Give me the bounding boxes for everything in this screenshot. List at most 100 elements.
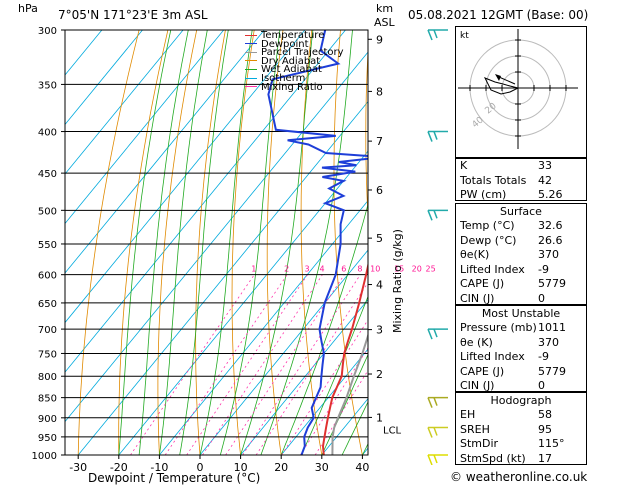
- hodo-trace: [483, 77, 519, 95]
- parcel-trajectory-line: [331, 332, 368, 455]
- temp-tick-label: 10: [234, 461, 248, 474]
- copyright-footer: © weatheronline.co.uk: [450, 470, 588, 484]
- row-value: 370: [538, 335, 559, 349]
- table-row: CAPE (J) 5779: [456, 365, 586, 380]
- hpa-label: hPa: [18, 2, 38, 15]
- km-tick-label: 7: [376, 135, 383, 148]
- table-row: PW (cm) 5.26: [456, 188, 586, 203]
- legend-swatch: [245, 77, 257, 79]
- mixing-ratio-label: 15: [394, 265, 404, 274]
- table-row: Pressure (mb) 1011: [456, 321, 586, 336]
- km-tick-label: 9: [376, 33, 383, 46]
- pressure-tick-label: 800: [38, 372, 57, 383]
- table-row: K 33: [456, 159, 586, 174]
- pressure-tick-label: 650: [38, 299, 57, 310]
- legend-swatch: [245, 51, 257, 53]
- table-row: θe (K) 370: [456, 336, 586, 351]
- legend-swatch: [245, 60, 257, 62]
- pressure-tick-label: 500: [38, 206, 57, 217]
- row-label: Temp (°C): [460, 219, 515, 232]
- row-value: 0: [538, 379, 545, 392]
- y-axis-right-label: Mixing Ratio (g/kg): [391, 229, 404, 333]
- row-label: Totals Totals: [460, 173, 527, 187]
- wind-barb: [427, 209, 448, 221]
- temp-tick-label: 30: [315, 461, 329, 474]
- legend-item: Dewpoint: [245, 39, 309, 49]
- mixing-ratio-label: 8: [357, 265, 362, 274]
- pressure-tick-label: 450: [38, 169, 57, 180]
- row-value: 58: [538, 408, 552, 421]
- pressure-tick-label: 400: [38, 128, 57, 139]
- table-row: Dewp (°C) 26.6: [456, 234, 586, 249]
- table-row: Lifted Index -9: [456, 350, 586, 365]
- row-label: K: [460, 159, 468, 172]
- temp-tick-label: 20: [274, 461, 288, 474]
- mixing-ratio-label: 4: [319, 265, 324, 274]
- table-row: StmSpd (kt) 17: [456, 452, 586, 467]
- pressure-tick-label: 300: [38, 26, 57, 37]
- temp-tick-label: -20: [110, 461, 128, 474]
- isotherm-line: [65, 30, 143, 126]
- legend-label: Mixing Ratio: [261, 81, 323, 93]
- row-label: StmSpd (kt): [460, 451, 526, 465]
- plot-frame: [64, 29, 369, 456]
- row-label: SREH: [460, 422, 490, 436]
- legend-item: Isotherm: [245, 74, 305, 84]
- dry-adiabat-line: [118, 30, 169, 455]
- legend-swatch: [245, 34, 257, 36]
- km-tick-label: 2: [376, 368, 383, 381]
- table-row: Temp (°C) 32.6: [456, 219, 586, 234]
- wind-barb: [427, 328, 448, 340]
- pressure-tick-label: 1000: [32, 451, 57, 462]
- legend-item: Mixing Ratio: [245, 81, 323, 93]
- dry-adiabat-line: [600, 30, 629, 455]
- row-label: PW (cm): [460, 188, 507, 201]
- pressure-tick-label: 900: [38, 414, 57, 425]
- pressure-tick-label: 750: [38, 349, 57, 360]
- pressure-tick-label: 700: [38, 325, 57, 336]
- asl-label: ASL: [374, 16, 395, 29]
- isotherm-line: [159, 199, 368, 455]
- km-tick-label: 8: [376, 85, 383, 98]
- surface-table: Surface Temp (°C) 32.6 Dewp (°C) 26.6 θe(K) 37…: [455, 203, 587, 305]
- row-label: Lifted Index: [460, 262, 525, 276]
- km-tick-label: 4: [376, 279, 383, 292]
- mixing-ratio-label: 20: [412, 265, 422, 274]
- isotherm-line: [65, 30, 346, 373]
- row-label: CIN (J): [460, 379, 495, 392]
- mixing-ratio-line: [186, 274, 308, 455]
- isotherm-line: [65, 30, 265, 274]
- wind-barb: [427, 426, 448, 438]
- wind-barb: [427, 29, 448, 41]
- row-label: CAPE (J): [460, 277, 505, 290]
- temp-tick-label: 0: [197, 461, 204, 474]
- storm-motion-arrow: [495, 74, 501, 81]
- mixing-ratio-line: [164, 274, 288, 455]
- row-label: CAPE (J): [460, 364, 505, 378]
- wet-adiabat-line: [240, 30, 314, 455]
- row-value: 5.26: [538, 188, 563, 201]
- dry-adiabat-line: [231, 30, 255, 455]
- wind-barb: [427, 130, 448, 142]
- mixing-ratio-label: 2: [284, 265, 289, 274]
- legend: Temperature Dewpoint Parcel Trajectory Dry …: [245, 31, 360, 93]
- row-label: CIN (J): [460, 291, 495, 305]
- isotherm-line: [65, 51, 368, 423]
- dry-adiabat-line: [195, 30, 226, 455]
- wind-barbs: [427, 29, 448, 465]
- pressure-tick-label: 950: [38, 433, 57, 444]
- temp-tick-label: -10: [150, 461, 168, 474]
- km-tick-label: 1: [376, 411, 383, 424]
- wind-barb: [427, 396, 448, 408]
- mixing-ratio-label: 25: [426, 265, 436, 274]
- isotherm-line: [199, 249, 368, 455]
- table-title: Most Unstable: [481, 307, 561, 320]
- row-value: 5779: [538, 364, 566, 378]
- temp-tick-label: 40: [355, 461, 369, 474]
- row-value: 115°: [538, 437, 565, 450]
- row-label: Pressure (mb): [460, 321, 537, 334]
- mixing-ratio-label: 10: [370, 265, 380, 274]
- table-row: Totals Totals 42: [456, 174, 586, 189]
- wind-barb: [427, 454, 448, 465]
